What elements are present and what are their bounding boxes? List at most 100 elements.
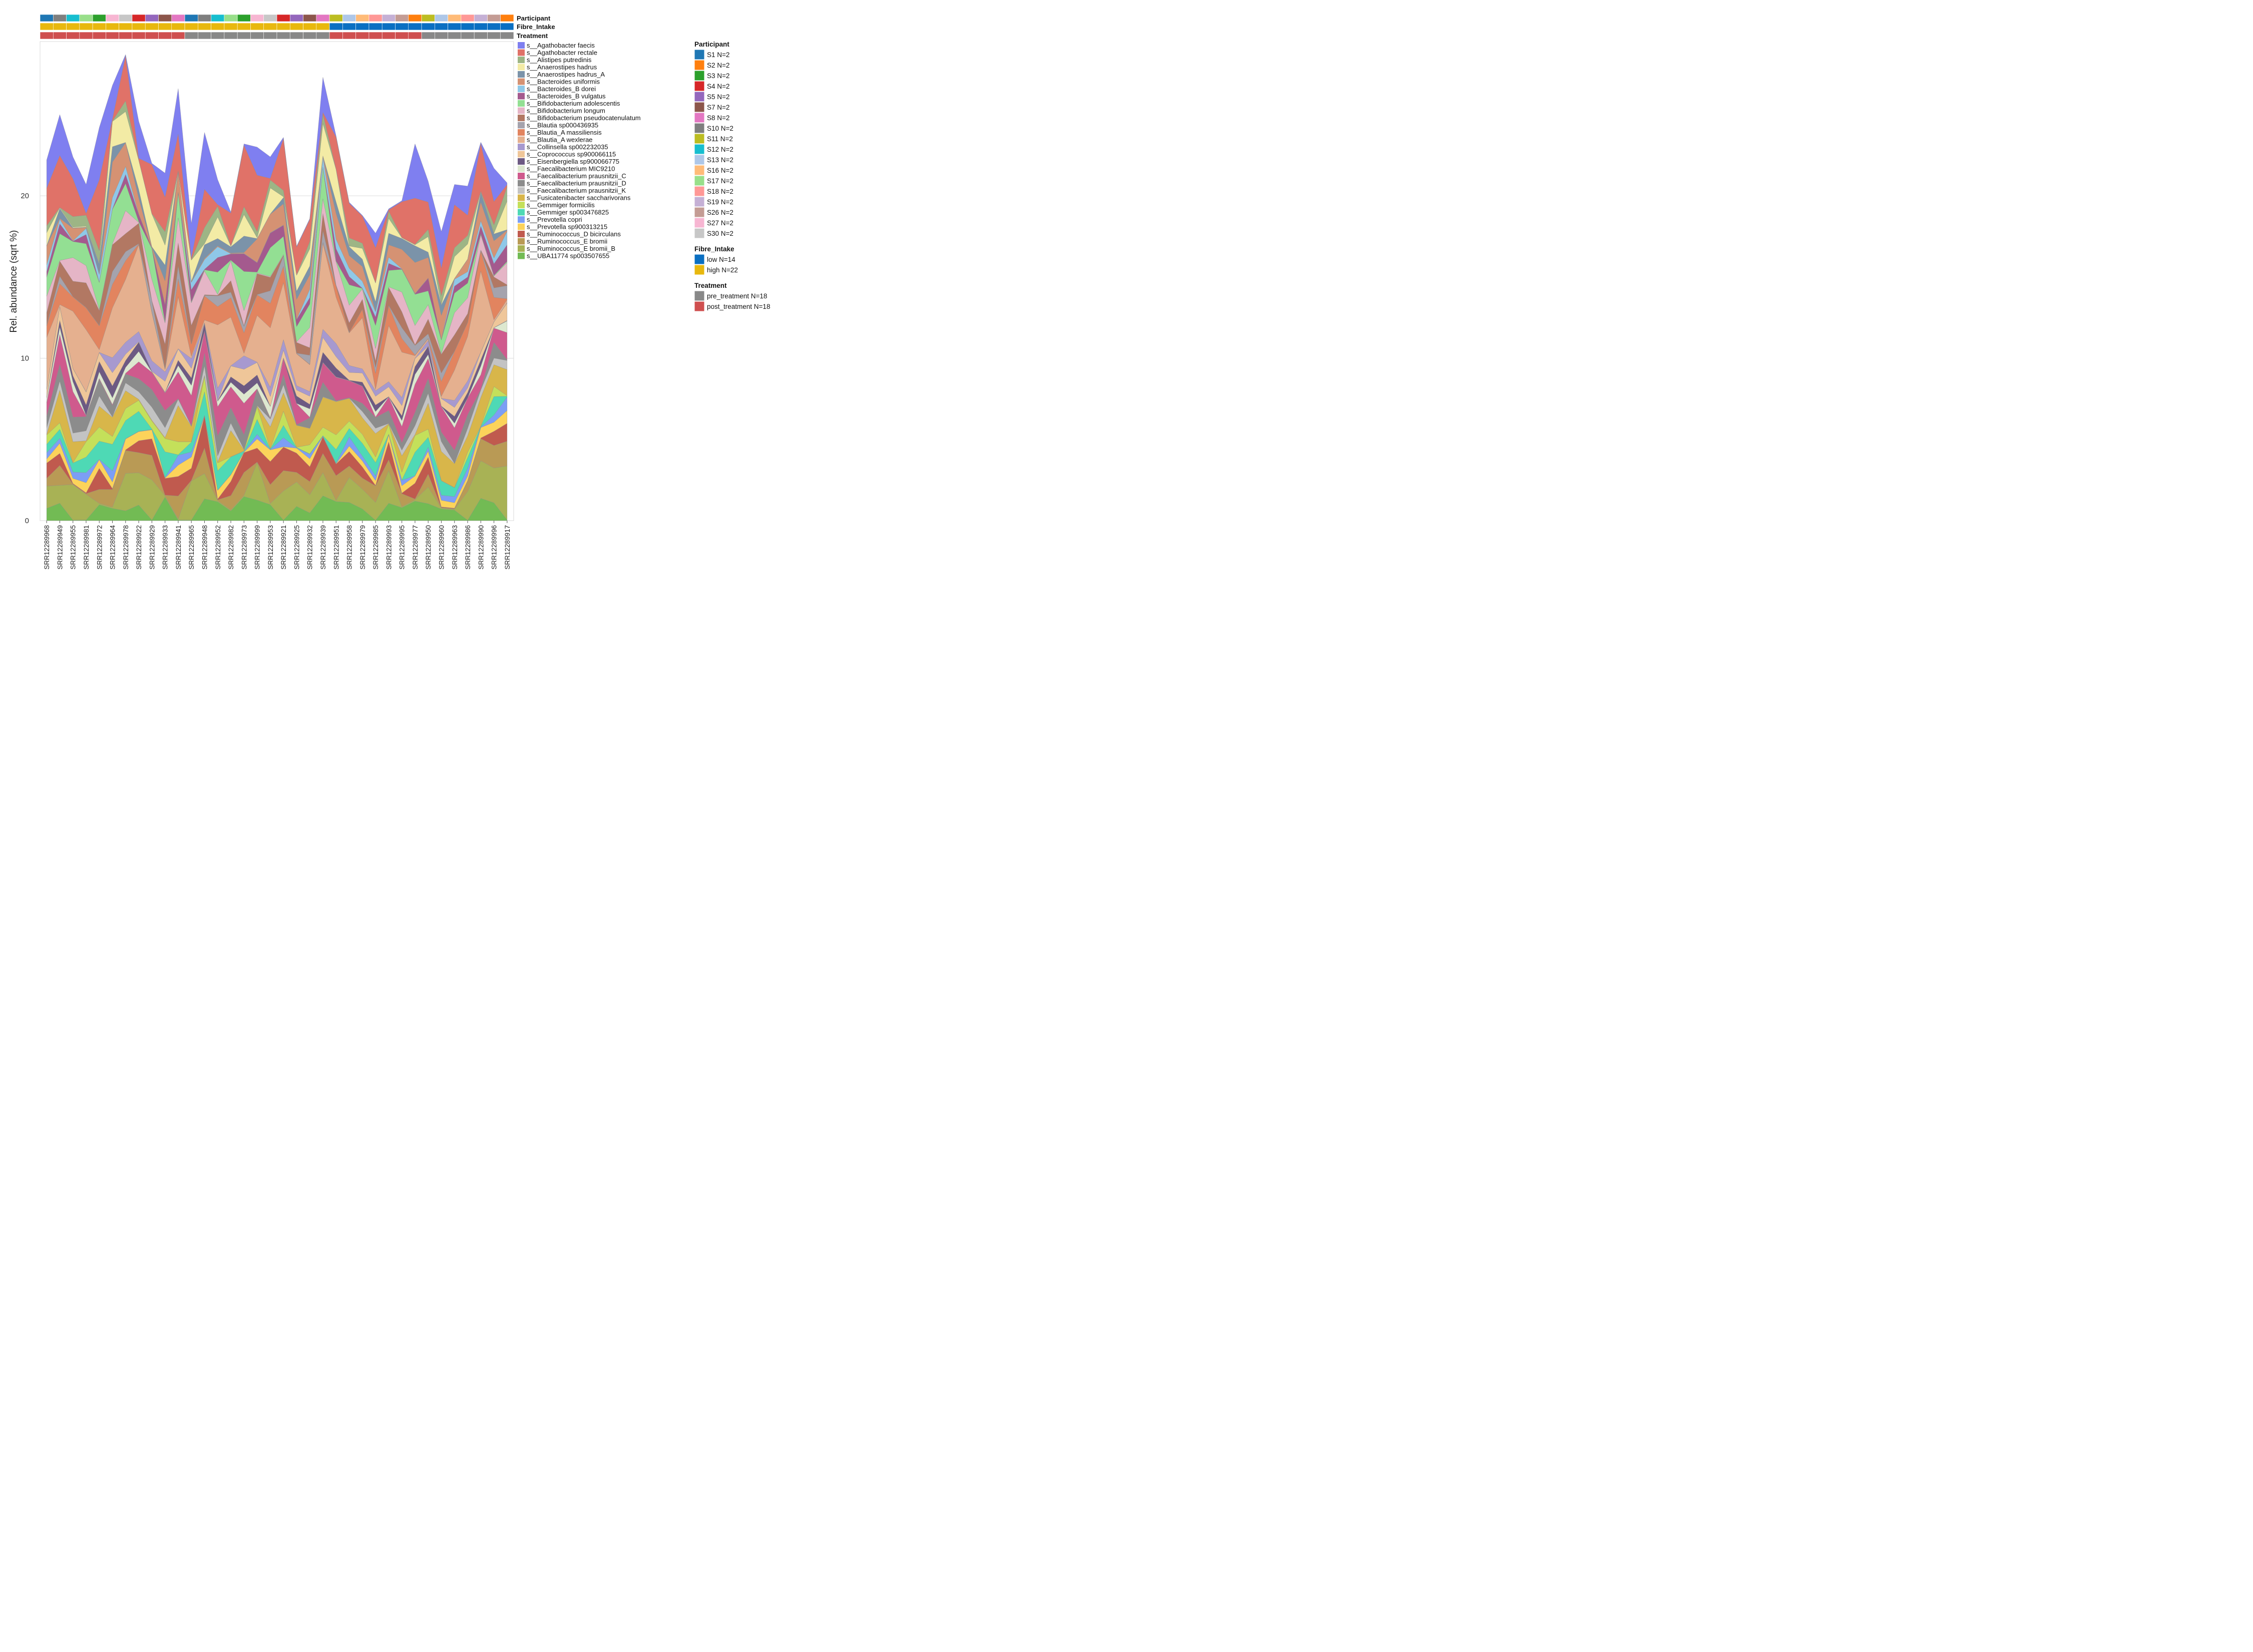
legend-swatch [694, 102, 705, 113]
legend-label: s__Agathobacter faecis [527, 42, 595, 49]
legend-label: s__Agathobacter rectale [527, 49, 597, 57]
legend-swatch [694, 207, 705, 218]
x-tick-label: SRR12289964 [109, 525, 117, 570]
legend-swatch [518, 202, 525, 208]
annotation-cell-participant [303, 14, 317, 22]
legend-swatch [518, 238, 525, 245]
legend-swatch [518, 187, 525, 194]
legend-swatch [518, 245, 525, 252]
legend-label: s__Bifidobacterium pseudocatenulatum [527, 114, 641, 122]
annotation-cell-treatment [106, 32, 119, 40]
annotation-cell-treatment [289, 32, 303, 40]
legend-label: s__Anaerostipes hadrus_A [527, 71, 605, 78]
y-tick-label: 0 [25, 517, 29, 525]
x-tick-label: SRR12289953 [267, 525, 274, 570]
legend-swatch [694, 70, 705, 81]
annotation-cell-treatment [355, 32, 369, 40]
legend-label: S17 N=2 [707, 177, 733, 185]
annotation-cell-fibre-intake [342, 23, 356, 31]
legend-swatch [518, 42, 525, 49]
annotation-cell-participant [53, 14, 67, 22]
annotation-cell-fibre-intake [184, 23, 198, 31]
annotation-cell-participant [329, 14, 343, 22]
legend-label: s__Faecalibacterium prausnitzii_C [527, 172, 626, 180]
annotation-cell-fibre-intake [289, 23, 303, 31]
annotation-legends: Participant S1 N=2 S2 N=2 S3 N=2 S4 N=2 S5 N=… [694, 41, 770, 312]
x-tick-label: SRR12289965 [188, 525, 195, 570]
legend-label: s__Bacteroides uniformis [527, 78, 600, 86]
legend-swatch [518, 57, 525, 63]
legend-swatch [518, 86, 525, 92]
legend-label: low N=14 [707, 256, 735, 263]
legend-swatch [694, 91, 705, 102]
legend-label: S3 N=2 [707, 72, 729, 80]
annotation-cell-treatment [198, 32, 211, 40]
annotation-cell-treatment [276, 32, 290, 40]
annotation-cell-treatment [53, 32, 67, 40]
legend-label: s__Collinsella sp002232035 [527, 143, 608, 151]
annotation-cell-treatment [316, 32, 330, 40]
legend-label: s__Faecalibacterium prausnitzii_D [527, 180, 626, 187]
legend-swatch [518, 115, 525, 121]
legend-swatch [694, 49, 705, 60]
x-tick-label: SRR12289951 [332, 525, 340, 570]
legend-label: S5 N=2 [707, 93, 729, 101]
legend-label: s__Gemmiger sp003476825 [527, 209, 609, 216]
legend-swatch [694, 133, 705, 144]
annotation-cell-participant [119, 14, 133, 22]
legend-label: s__Bacteroides_B vulgatus [527, 93, 606, 100]
x-tick-label: SRR12289979 [359, 525, 366, 570]
legend-label: s__Prevotella copri [527, 216, 582, 223]
legend-label: s__Ruminococcus_E bromii [527, 238, 607, 245]
annotation-cell-fibre-intake [250, 23, 264, 31]
legend-label: s__Ruminococcus_E bromii_B [527, 245, 615, 252]
legend-swatch [518, 209, 525, 216]
annotation-cell-fibre-intake [355, 23, 369, 31]
annotation-cell-treatment [171, 32, 185, 40]
annotation-cell-participant [79, 14, 93, 22]
annotation-cell-participant [66, 14, 80, 22]
annotation-cell-fibre-intake [237, 23, 251, 31]
annotation-cell-treatment [184, 32, 198, 40]
x-tick-label: SRR12289958 [346, 525, 353, 570]
annotation-cell-treatment [145, 32, 159, 40]
x-tick-label: SRR12289932 [306, 525, 314, 570]
annotation-cell-treatment [500, 32, 514, 40]
x-tick-label: SRR12289925 [293, 525, 300, 570]
legend-swatch [518, 100, 525, 107]
annotation-cell-participant [316, 14, 330, 22]
annotation-cell-treatment [435, 32, 448, 40]
legend-swatch [694, 228, 705, 239]
annotation-cell-fibre-intake [461, 23, 475, 31]
annotation-cell-treatment [211, 32, 225, 40]
legend-label: s__Coprococcus sp900066115 [527, 151, 616, 158]
legend-label: s__Gemmiger formicilis [527, 201, 595, 209]
annotation-cell-fibre-intake [263, 23, 277, 31]
legend-label: s__Blautia_A wexlerae [527, 136, 593, 144]
x-tick-label: SRR12289999 [254, 525, 261, 570]
annotation-cell-participant [342, 14, 356, 22]
annotation-cell-participant [487, 14, 501, 22]
annotation-cell-fibre-intake [106, 23, 119, 31]
legend-swatch [518, 144, 525, 150]
legend-swatch [518, 158, 525, 165]
x-tick-label: SRR12289993 [385, 525, 393, 570]
x-tick-label: SRR12289986 [464, 525, 472, 570]
legend-swatch [694, 81, 705, 92]
legend-swatch [694, 60, 705, 71]
legend-label: S26 N=2 [707, 209, 733, 216]
annotation-cell-fibre-intake [145, 23, 159, 31]
legend-swatch [518, 151, 525, 158]
legend-item-s-alistipes-putredinis: s__Alistipes putredinis [518, 56, 592, 64]
annotation-cell-treatment [342, 32, 356, 40]
annotation-cell-treatment [132, 32, 146, 40]
annotation-cell-treatment [461, 32, 475, 40]
annotation-cell-fibre-intake [211, 23, 225, 31]
legend-swatch [694, 154, 705, 165]
annotation-cell-fibre-intake [132, 23, 146, 31]
annotation-cell-treatment [158, 32, 172, 40]
annotation-cell-participant [500, 14, 514, 22]
legend-item-s-gemmiger-sp003476825: s__Gemmiger sp003476825 [518, 209, 609, 216]
legend-swatch [694, 186, 705, 197]
